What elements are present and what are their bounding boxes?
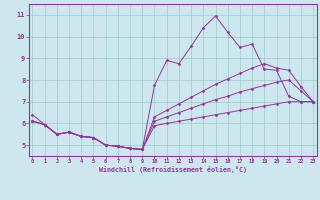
X-axis label: Windchill (Refroidissement éolien,°C): Windchill (Refroidissement éolien,°C) bbox=[99, 166, 247, 173]
